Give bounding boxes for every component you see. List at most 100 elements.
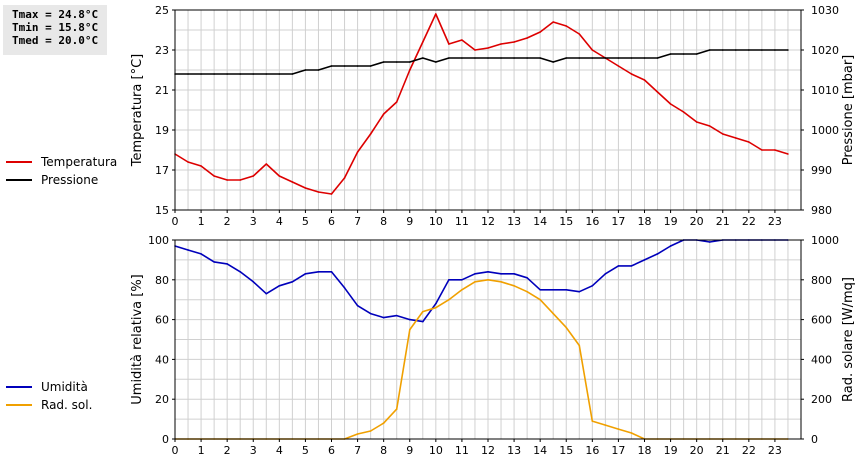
legend-item-temperature: Temperatura [6, 153, 117, 171]
top-series-0-point [265, 163, 268, 165]
top-series-0-point [643, 79, 646, 81]
top-ylabel-left: Temperatura [°C] [130, 54, 145, 167]
bottom-series-0-point [539, 288, 541, 291]
top-yright-tick-label: 1000 [811, 124, 839, 137]
top-series-1-point [656, 57, 659, 59]
bottom-ylabel-left: Umidità relativa [%] [130, 274, 145, 404]
bottom-x-tick-label: 6 [328, 444, 335, 457]
top-series-0-point [734, 137, 737, 139]
legend-label-humidity: Umidità [41, 380, 88, 394]
bottom-series-0-point [461, 279, 463, 281]
legend-item-pressure: Pressione [6, 171, 117, 189]
bottom-series-0-point [435, 302, 437, 305]
bottom-series-1-point [565, 326, 568, 329]
bottom-series-1-point [578, 344, 581, 347]
top-series-1-point [604, 57, 607, 59]
bottom-series-0-point [304, 273, 307, 275]
top-series-0-point [435, 13, 437, 15]
bottom-yright-tick-label: 0 [811, 433, 818, 446]
legend-label-pressure: Pressione [41, 173, 99, 187]
bottom-x-tick-label: 23 [768, 444, 782, 457]
bottom-series-0-point [317, 271, 320, 273]
bottom-yleft-tick-label: 100 [148, 234, 169, 247]
top-yright-tick-label: 990 [811, 164, 832, 177]
top-series-0-point [330, 193, 333, 195]
bottom-yleft-tick-label: 40 [155, 353, 169, 366]
top-x-tick-label: 14 [533, 215, 547, 228]
bottom-x-tick-label: 0 [172, 444, 179, 457]
top-yright-tick-label: 1030 [811, 4, 839, 17]
bottom-x-tick-label: 18 [638, 444, 652, 457]
bottom-series-0-point [487, 271, 489, 273]
bottom-series-0-point [552, 288, 555, 291]
bottom-x-tick-label: 5 [302, 444, 309, 457]
bottom-x-tick-label: 11 [455, 444, 469, 457]
top-series-0-point [578, 33, 581, 35]
bottom-series-0-point [226, 263, 228, 265]
top-series-0-point [552, 21, 555, 23]
top-series-0-point [591, 49, 594, 51]
top-series-1-point [356, 65, 359, 67]
top-x-tick-label: 20 [690, 215, 704, 228]
top-series-1-point [213, 73, 215, 75]
top-series-1-point [317, 69, 320, 71]
bottom-series-0-point [500, 273, 502, 275]
bottom-series-1-point [395, 408, 398, 410]
bottom-series-1-point [604, 424, 607, 426]
bottom-series-0-point [448, 279, 450, 281]
bottom-series-0-point [213, 261, 215, 263]
top-x-tick-label: 22 [742, 215, 756, 228]
bottom-yright-tick-label: 400 [811, 353, 832, 366]
top-series-1-point [591, 57, 594, 59]
top-x-tick-label: 3 [250, 215, 257, 228]
top-yleft-tick-label: 15 [155, 204, 169, 217]
bottom-series-0-point [643, 259, 646, 261]
top-series-0-point [669, 103, 672, 105]
top-series-0-point [513, 41, 515, 43]
top-x-tick-label: 12 [481, 215, 495, 228]
top-series-1-point [513, 57, 515, 59]
top-series-1-point [682, 53, 685, 55]
top-series-1-point [552, 61, 555, 63]
top-series-0-point [356, 151, 359, 153]
bottom-series-0-point [421, 320, 424, 323]
top-series-1-point [539, 57, 541, 59]
top-yleft-tick-label: 21 [155, 84, 169, 97]
top-series-0-point [304, 187, 307, 189]
bottom-series-0-point [239, 271, 242, 273]
bottom-series-0-point [669, 245, 672, 247]
top-yright-tick-label: 1020 [811, 44, 839, 57]
top-yright-tick-label: 1010 [811, 84, 839, 97]
bottom-yleft-tick-label: 0 [162, 433, 169, 446]
top-series-1-point [695, 53, 698, 55]
bottom-x-tick-label: 17 [611, 444, 625, 457]
top-series-0-point [291, 181, 294, 183]
bottom-series-1-point [526, 290, 528, 293]
bottom-series-1-point [474, 280, 476, 283]
bottom-x-tick-label: 21 [716, 444, 730, 457]
top-series-0-point [421, 41, 424, 43]
top-series-0-point [565, 25, 568, 27]
bottom-series-0-point [630, 265, 633, 267]
top-series-0-point [682, 111, 685, 113]
top-series-0-point [787, 153, 789, 155]
top-series-0-point [526, 37, 528, 39]
bottom-x-tick-label: 22 [742, 444, 756, 457]
bottom-series-0-point [343, 286, 346, 289]
bottom-x-tick-label: 9 [406, 444, 413, 457]
top-series-0-point [774, 149, 776, 151]
top-x-tick-label: 1 [198, 215, 205, 228]
bottom-x-tick-label: 2 [224, 444, 231, 457]
top-series-1 [175, 49, 788, 75]
bottom-x-tick-label: 8 [380, 444, 387, 457]
top-series-1-point [721, 49, 724, 51]
top-yleft-tick-label: 25 [155, 4, 169, 17]
bottom-x-tick-label: 4 [276, 444, 283, 457]
top-series-0-point [695, 121, 698, 123]
bottom-series-1-point [617, 428, 620, 430]
top-x-tick-label: 8 [380, 215, 387, 228]
bottom-series-0-point [565, 288, 568, 291]
bottom-series-1-point [552, 312, 555, 315]
bottom-series-0-point [369, 312, 372, 315]
bottom-series-0-point [382, 316, 385, 319]
